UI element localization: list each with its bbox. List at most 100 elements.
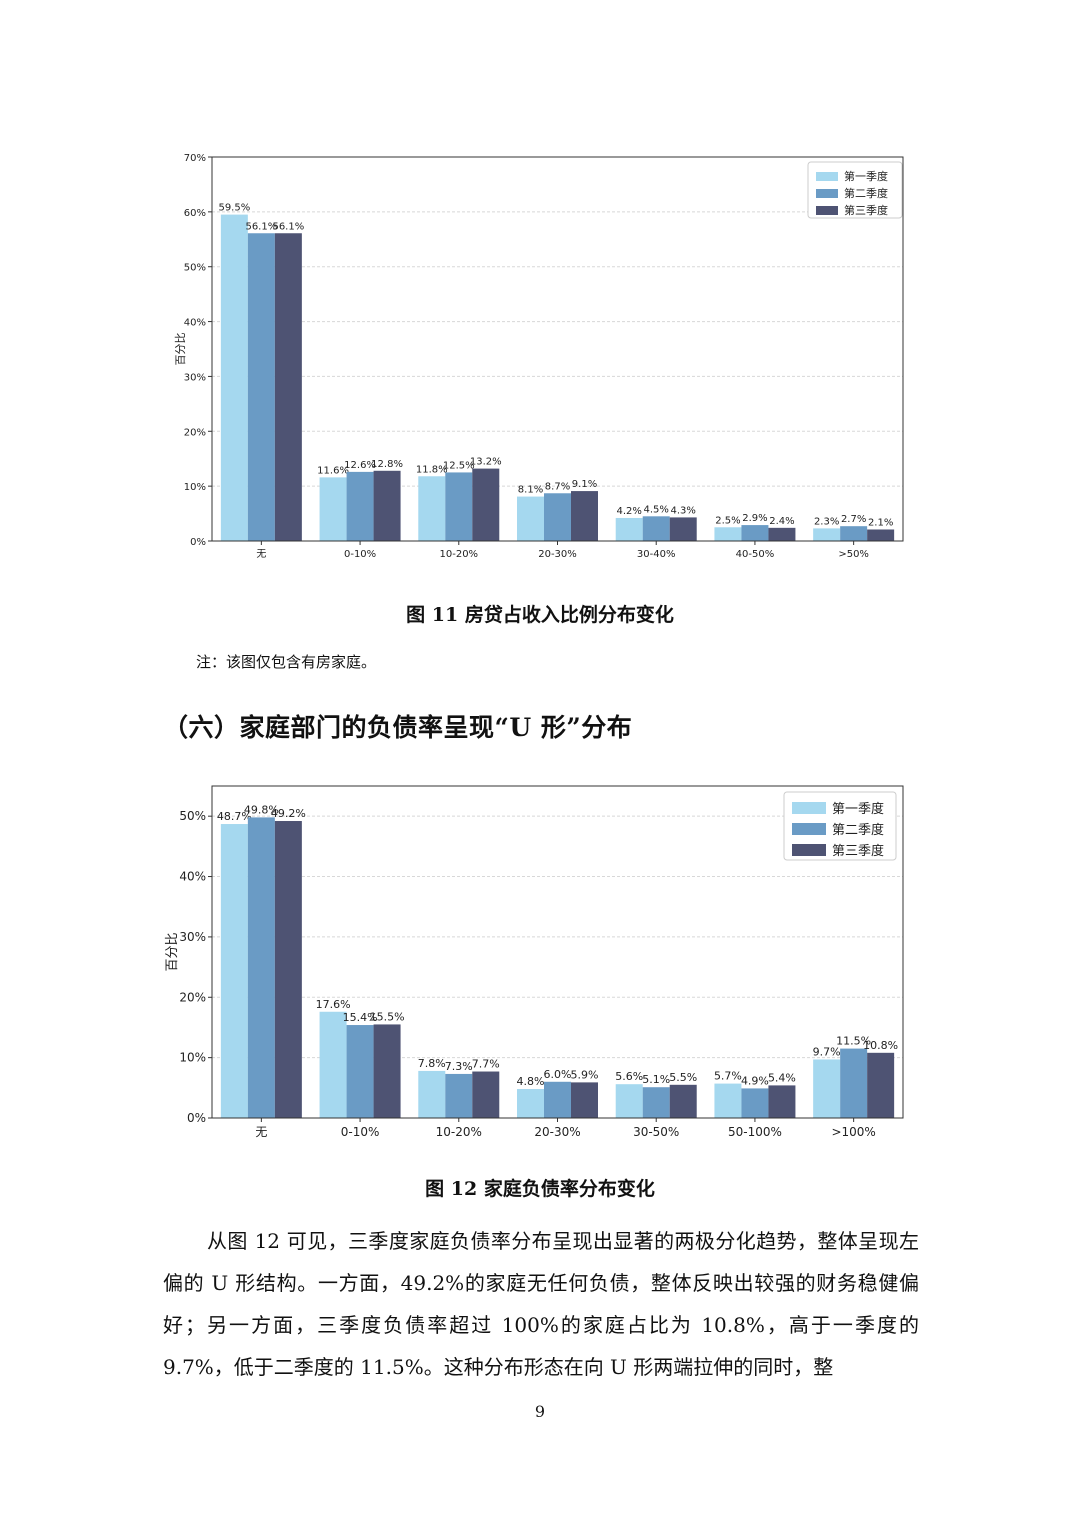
data-label: 2.9% bbox=[742, 513, 767, 524]
x-tick-label: >100% bbox=[831, 1125, 875, 1139]
data-label: 12.8% bbox=[371, 459, 403, 470]
y-tick-label: 0% bbox=[187, 1111, 206, 1125]
bar bbox=[669, 517, 697, 541]
bar bbox=[642, 516, 670, 541]
bar bbox=[741, 525, 769, 541]
x-tick-label: 20-30% bbox=[538, 549, 577, 560]
data-label: 7.7% bbox=[472, 1058, 500, 1071]
bar bbox=[220, 824, 248, 1118]
bar bbox=[418, 476, 446, 541]
data-label: 11.8% bbox=[416, 464, 448, 475]
bar bbox=[669, 1084, 697, 1118]
x-tick-label: 30-40% bbox=[637, 549, 676, 560]
data-label: 4.8% bbox=[517, 1075, 545, 1088]
bar bbox=[274, 821, 302, 1118]
data-label: 2.5% bbox=[715, 515, 740, 526]
y-tick-label: 40% bbox=[184, 318, 206, 329]
bar bbox=[714, 1083, 742, 1118]
bar bbox=[373, 470, 401, 541]
data-label: 5.7% bbox=[714, 1070, 742, 1083]
bar bbox=[247, 817, 275, 1118]
bar bbox=[642, 1087, 670, 1118]
data-label: 48.7% bbox=[217, 810, 252, 823]
legend-swatch bbox=[816, 189, 838, 198]
bar bbox=[472, 468, 500, 541]
data-label: 11.6% bbox=[317, 465, 349, 476]
legend-swatch bbox=[816, 206, 838, 215]
data-label: 4.9% bbox=[741, 1074, 769, 1087]
data-label: 5.4% bbox=[768, 1071, 796, 1084]
y-tick-label: 50% bbox=[184, 263, 206, 274]
bar bbox=[741, 1088, 769, 1118]
bar bbox=[544, 1081, 571, 1118]
bar bbox=[319, 1011, 347, 1118]
data-label: 12.5% bbox=[443, 460, 475, 471]
legend-label: 第二季度 bbox=[832, 822, 884, 838]
bar bbox=[445, 472, 473, 541]
legend-label: 第一季度 bbox=[844, 169, 888, 183]
bar bbox=[220, 214, 248, 541]
plot-frame bbox=[211, 156, 904, 542]
data-label: 10.8% bbox=[863, 1039, 898, 1052]
data-label: 8.1% bbox=[518, 485, 543, 496]
y-tick-label: 0% bbox=[190, 537, 206, 548]
data-label: 4.2% bbox=[617, 506, 642, 517]
y-tick-label: 30% bbox=[184, 372, 206, 383]
data-label: 2.7% bbox=[841, 514, 866, 525]
data-label: 59.5% bbox=[218, 203, 250, 214]
body-paragraph: 从图 12 可见，三季度家庭负债率分布呈现出显著的两极分化趋势，整体呈现左偏的 … bbox=[163, 1229, 919, 1379]
bar bbox=[768, 527, 796, 541]
data-label: 5.6% bbox=[615, 1070, 643, 1083]
x-tick-label: 0-10% bbox=[344, 549, 376, 560]
legend-label: 第三季度 bbox=[832, 843, 884, 859]
bar bbox=[319, 477, 347, 541]
figure-11-caption: 图 11 房贷占收入比例分布变化 bbox=[406, 604, 674, 626]
legend-swatch bbox=[792, 823, 826, 835]
figure-12-caption: 图 12 家庭负债率分布变化 bbox=[425, 1178, 655, 1200]
y-tick-label: 50% bbox=[179, 809, 206, 823]
bar bbox=[840, 1048, 868, 1118]
y-tick-label: 10% bbox=[184, 482, 206, 493]
data-label: 49.8% bbox=[244, 803, 279, 816]
x-tick-label: >50% bbox=[838, 549, 869, 560]
data-label: 6.0% bbox=[544, 1068, 572, 1081]
data-label: 17.6% bbox=[316, 998, 351, 1011]
x-tick-label: 无 bbox=[256, 549, 266, 560]
data-label: 8.7% bbox=[545, 481, 570, 492]
bar bbox=[813, 528, 841, 541]
data-label: 2.1% bbox=[868, 517, 893, 528]
bar bbox=[346, 471, 374, 541]
bar bbox=[840, 526, 868, 541]
data-label: 11.5% bbox=[836, 1035, 871, 1048]
y-tick-label: 70% bbox=[184, 153, 206, 164]
data-label: 4.5% bbox=[644, 504, 669, 515]
x-tick-label: 50-100% bbox=[728, 1125, 782, 1139]
data-label: 15.5% bbox=[370, 1010, 405, 1023]
bar bbox=[517, 1089, 544, 1118]
legend-label: 第一季度 bbox=[832, 801, 884, 817]
bar bbox=[373, 1024, 401, 1118]
data-label: 5.9% bbox=[571, 1068, 599, 1081]
y-tick-label: 40% bbox=[179, 870, 206, 884]
data-label: 4.3% bbox=[671, 505, 696, 516]
x-tick-label: 0-10% bbox=[341, 1125, 380, 1139]
legend-swatch bbox=[792, 844, 826, 856]
data-label: 13.2% bbox=[470, 457, 502, 468]
x-tick-label: 20-30% bbox=[534, 1125, 580, 1139]
bar bbox=[544, 493, 571, 541]
bar bbox=[418, 1070, 446, 1118]
bar bbox=[615, 1084, 643, 1118]
legend-label: 第三季度 bbox=[844, 203, 888, 217]
bar bbox=[445, 1073, 473, 1118]
bar bbox=[813, 1059, 841, 1118]
data-label: 49.2% bbox=[271, 807, 306, 820]
x-tick-label: 10-20% bbox=[436, 1125, 482, 1139]
page-number: 9 bbox=[534, 1402, 546, 1421]
plot-frame bbox=[211, 785, 904, 1119]
y-tick-label: 60% bbox=[184, 208, 206, 219]
section-heading: （六）家庭部门的负债率呈现“U 形”分布 bbox=[163, 713, 633, 742]
bar bbox=[346, 1025, 374, 1118]
